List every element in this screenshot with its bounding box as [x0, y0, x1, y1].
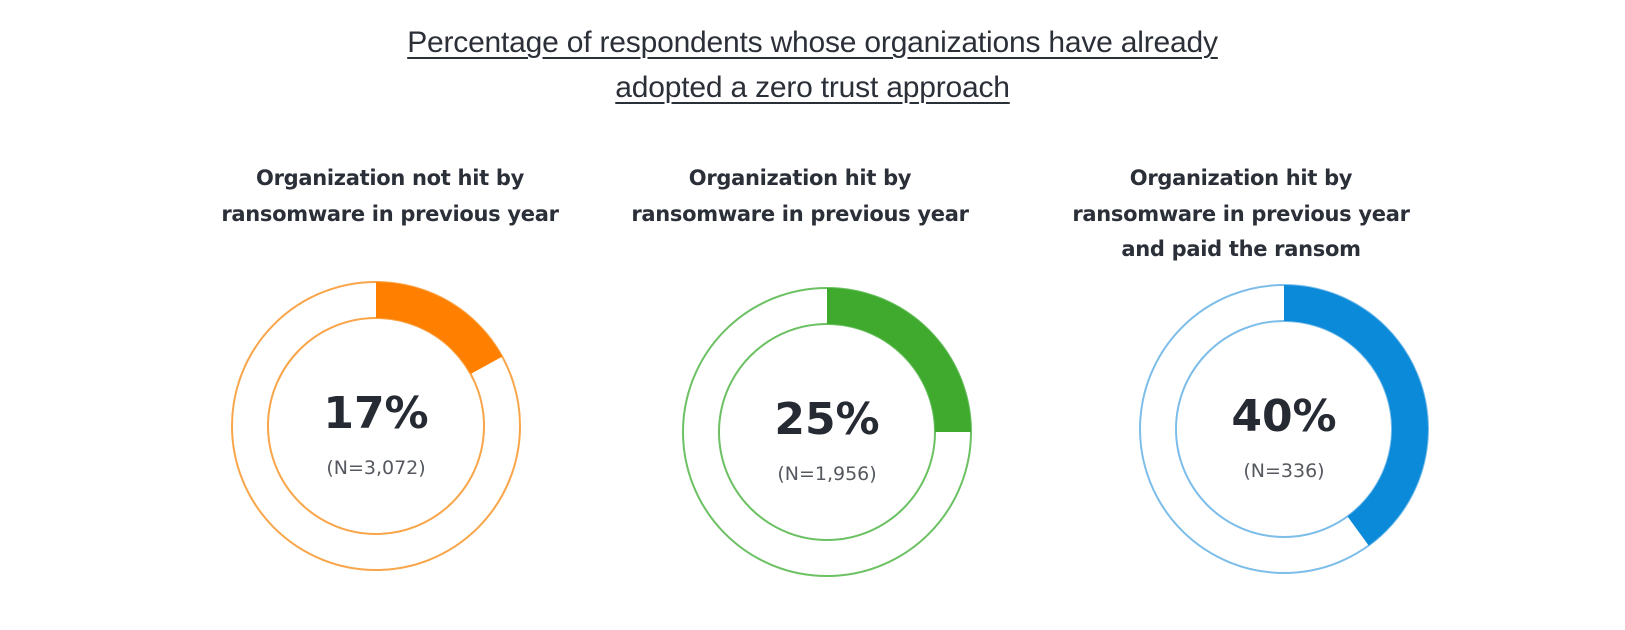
subtitle-line: Organization not hit by — [256, 166, 524, 190]
donut-percent-label: 40% — [1231, 391, 1336, 442]
donut-percent-label: 25% — [774, 394, 879, 445]
chart-title-line-1: Percentage of respondents whose organiza… — [0, 26, 1625, 60]
donut-subtitle-not-hit: Organization not hit by ransomware in pr… — [170, 161, 610, 232]
subtitle-line: Organization hit by — [688, 166, 912, 190]
donut-sample-size-label: (N=1,956) — [777, 463, 876, 485]
donut-not-hit: 17% (N=3,072) — [231, 281, 521, 571]
subtitle-line: Organization hit by — [1129, 166, 1353, 190]
donut-hit-paid: 40% (N=336) — [1139, 284, 1429, 574]
donut-value-wedge — [1284, 285, 1429, 546]
donut-sample-size-label: (N=336) — [1243, 460, 1324, 482]
subtitle-line: and paid the ransom — [1121, 237, 1361, 261]
subtitle-line: ransomware in previous year — [221, 201, 559, 226]
chart-title-text-1: Percentage of respondents whose organiza… — [407, 26, 1218, 59]
subtitle-line: ransomware in previous year — [631, 201, 969, 226]
donut-value-wedge — [376, 282, 503, 374]
donut-value-wedge — [827, 288, 971, 432]
donut-hit: 25% (N=1,956) — [682, 287, 972, 577]
donut-percent-label: 17% — [323, 388, 428, 439]
donut-subtitle-hit-paid: Organization hit by ransomware in previo… — [1021, 161, 1461, 268]
subtitle-line: ransomware in previous year — [1072, 201, 1410, 226]
donut-sample-size-label: (N=3,072) — [326, 457, 425, 479]
chart-title-text-2: adopted a zero trust approach — [615, 71, 1010, 104]
chart-title-line-2: adopted a zero trust approach — [0, 71, 1625, 105]
donut-subtitle-hit: Organization hit by ransomware in previo… — [580, 161, 1020, 232]
